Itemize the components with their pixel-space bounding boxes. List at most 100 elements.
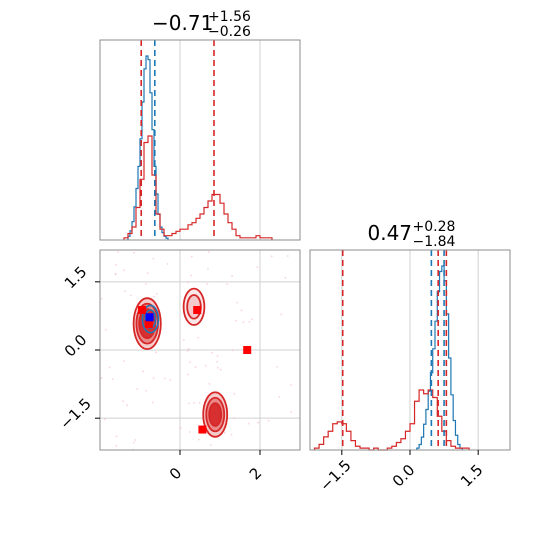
histogram-series-0 bbox=[127, 55, 169, 240]
sample-point bbox=[163, 377, 166, 380]
sample-point bbox=[198, 402, 201, 404]
sample-point bbox=[256, 266, 259, 268]
sample-point bbox=[153, 295, 155, 298]
sample-point bbox=[206, 282, 209, 285]
sample-point bbox=[248, 321, 251, 323]
title-minus: −0.26 bbox=[208, 24, 251, 40]
sample-point bbox=[188, 402, 191, 405]
sample-point bbox=[250, 318, 253, 321]
sample-point bbox=[108, 366, 111, 369]
sample-point bbox=[204, 364, 207, 367]
sample-point bbox=[216, 360, 219, 363]
sample-point bbox=[208, 251, 210, 253]
sample-point bbox=[270, 255, 273, 258]
sample-point bbox=[186, 349, 189, 352]
sample-point bbox=[115, 444, 118, 447]
sample-point bbox=[155, 351, 157, 354]
sample-point bbox=[115, 435, 118, 438]
sample-point bbox=[129, 294, 132, 297]
contour-level-3-0 bbox=[141, 304, 160, 334]
sample-point bbox=[124, 290, 126, 293]
contour-level-2-2 bbox=[208, 402, 223, 427]
sample-point bbox=[235, 319, 238, 322]
sample-point bbox=[179, 427, 182, 430]
marginal-histogram-x: −0.71+1.56−0.26 bbox=[99, 9, 301, 241]
sample-point bbox=[207, 267, 209, 270]
sample-point bbox=[105, 329, 107, 331]
marker-point-1 bbox=[144, 320, 153, 329]
sample-point bbox=[208, 383, 211, 385]
x-tick-label: 2 bbox=[246, 464, 265, 483]
sample-point bbox=[114, 272, 117, 275]
sample-point bbox=[286, 255, 289, 257]
sample-point bbox=[280, 313, 283, 316]
sample-point bbox=[115, 263, 117, 266]
sample-point bbox=[116, 250, 119, 253]
marginal-histogram-y: −1.5 0.0 1.5 0.47 +0.28−1.84 bbox=[309, 219, 511, 495]
sample-point bbox=[193, 401, 196, 404]
sample-point bbox=[182, 339, 185, 341]
y-tick-label: −1.5 bbox=[56, 395, 94, 433]
sample-point bbox=[169, 379, 172, 381]
sample-point bbox=[152, 377, 155, 380]
sample-point bbox=[219, 368, 222, 371]
sample-point bbox=[126, 404, 129, 407]
sample-point bbox=[187, 373, 189, 376]
sample-point bbox=[145, 282, 147, 285]
sample-point bbox=[211, 351, 213, 354]
sample-point bbox=[186, 281, 189, 284]
sample-point bbox=[151, 401, 154, 404]
title-median: 0.47 bbox=[368, 221, 413, 245]
sample-point bbox=[194, 366, 197, 368]
sample-point bbox=[146, 272, 149, 275]
sample-point bbox=[242, 321, 245, 324]
sample-point bbox=[230, 433, 233, 436]
sample-point bbox=[233, 392, 236, 395]
marker-point-0 bbox=[138, 306, 146, 314]
sample-point bbox=[166, 263, 169, 265]
panel-title: 0.47 +0.28−1.84 bbox=[368, 219, 456, 250]
sample-point bbox=[123, 360, 126, 363]
sample-point bbox=[257, 421, 260, 424]
sample-point bbox=[290, 384, 292, 386]
sample-point bbox=[267, 419, 270, 422]
sample-point bbox=[247, 422, 250, 425]
sample-point bbox=[122, 400, 124, 403]
title-median: −0.71 bbox=[152, 11, 213, 35]
sample-point bbox=[236, 301, 239, 304]
sample-point bbox=[233, 417, 236, 420]
sample-point bbox=[190, 274, 193, 277]
sample-point bbox=[216, 366, 219, 369]
histogram-series-0 bbox=[416, 265, 463, 450]
sample-point bbox=[278, 396, 281, 399]
sample-point bbox=[152, 257, 155, 260]
title-plus: +0.28 bbox=[413, 219, 456, 235]
marker-point-2 bbox=[193, 306, 202, 314]
sample-point bbox=[100, 377, 103, 379]
sample-point bbox=[155, 292, 158, 295]
joint-contour-panel: 0 2 1.5 0.0 −1.5 bbox=[56, 249, 301, 483]
title-plus: +1.56 bbox=[208, 9, 251, 25]
x-tick-label: 1.5 bbox=[457, 461, 487, 491]
sample-point bbox=[111, 377, 114, 380]
sample-point bbox=[231, 275, 233, 277]
title-minus: −1.84 bbox=[413, 234, 456, 250]
sample-point bbox=[123, 269, 125, 272]
sample-point bbox=[134, 439, 137, 441]
panel-title: −0.71+1.56−0.26 bbox=[152, 9, 251, 40]
sample-point bbox=[290, 411, 293, 414]
sample-point bbox=[240, 309, 243, 312]
sample-point bbox=[103, 418, 106, 421]
sample-point bbox=[187, 347, 190, 350]
sample-point bbox=[197, 438, 200, 441]
y-tick-label: 0.0 bbox=[61, 331, 91, 361]
sample-point bbox=[142, 370, 144, 373]
sample-point bbox=[132, 441, 135, 444]
sample-point bbox=[284, 277, 287, 279]
x-tick-label: −1.5 bbox=[316, 456, 354, 494]
sample-point bbox=[189, 361, 192, 364]
sample-point bbox=[223, 431, 226, 434]
sample-point bbox=[190, 255, 193, 258]
marker-point-3 bbox=[243, 346, 252, 354]
